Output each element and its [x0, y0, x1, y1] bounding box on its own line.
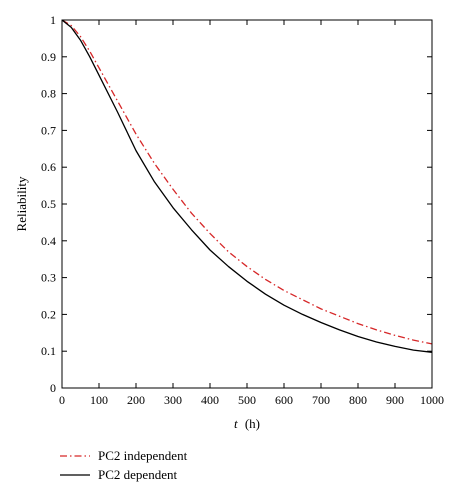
y-tick-label: 0.3 — [41, 271, 56, 285]
series-line-pc2-dependent — [61, 19, 433, 353]
ticks-layer: 0 100 200 300 400 500 600 700 800 900 1000 0 0.1 0.2 0… — [41, 13, 444, 407]
x-tick-label: 1000 — [420, 393, 444, 407]
x-tick-label: 500 — [238, 393, 256, 407]
y-tick-label: 0.2 — [41, 307, 56, 321]
legend-label-pc2-independent: PC2 independent — [98, 448, 188, 463]
x-tick-label: 400 — [201, 393, 219, 407]
x-axis-unit: (h) — [245, 416, 260, 431]
y-tick-label: 0 — [50, 381, 56, 395]
y-tick-label: 0.8 — [41, 87, 56, 101]
x-tick-label: 700 — [312, 393, 330, 407]
y-tick-label: 0.7 — [41, 123, 56, 137]
y-tick-label: 0.9 — [41, 50, 56, 64]
x-tick-label: 200 — [127, 393, 145, 407]
y-tick-label: 0.6 — [41, 160, 56, 174]
series-layer — [61, 19, 433, 353]
series-line-pc2-independent — [61, 19, 433, 345]
legend: PC2 independent PC2 dependent — [60, 448, 188, 482]
x-axis-variable: t — [234, 416, 238, 431]
x-tick-label: 100 — [90, 393, 108, 407]
x-tick-label: 600 — [275, 393, 293, 407]
y-axis-title: Reliability — [14, 176, 29, 231]
x-tick-label: 300 — [164, 393, 182, 407]
x-tick-label: 900 — [386, 393, 404, 407]
y-tick-label: 0.5 — [41, 197, 56, 211]
legend-label-pc2-dependent: PC2 dependent — [98, 467, 177, 482]
y-tick-label: 0.1 — [41, 344, 56, 358]
y-tick-label: 0.4 — [41, 234, 56, 248]
x-tick-label: 0 — [59, 393, 65, 407]
x-tick-label: 800 — [349, 393, 367, 407]
y-tick-label: 1 — [50, 13, 56, 27]
plot-frame — [61, 19, 433, 389]
x-axis-title: t (h) — [234, 416, 260, 431]
